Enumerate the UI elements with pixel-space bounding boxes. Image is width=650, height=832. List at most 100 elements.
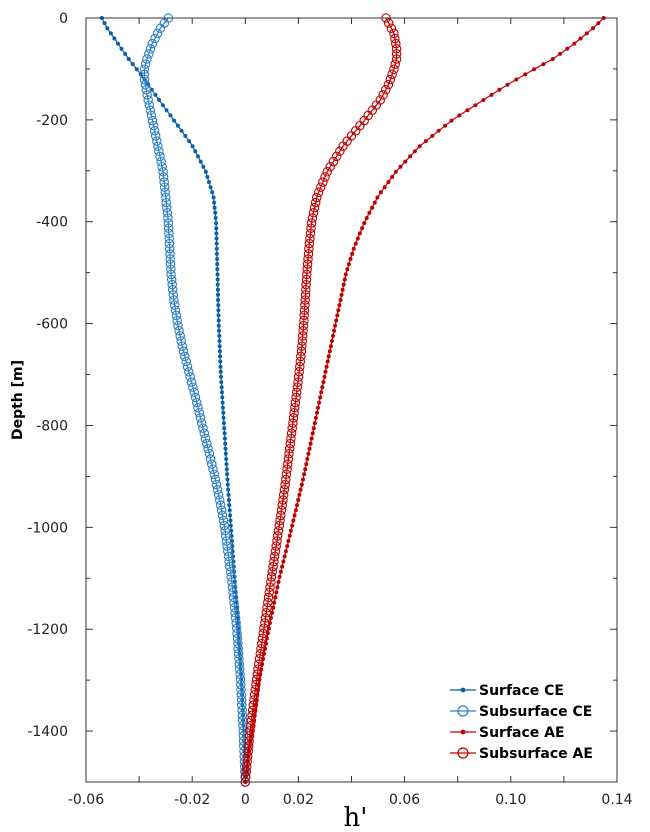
data-point: [247, 705, 258, 715]
data-point: [102, 21, 107, 26]
data-point: [302, 264, 312, 274]
data-point: [204, 449, 215, 459]
data-point: [215, 262, 220, 267]
data-point: [280, 479, 290, 490]
data-point: [163, 223, 174, 233]
data-point: [465, 108, 470, 113]
data-point: [436, 128, 441, 133]
data-point: [346, 262, 351, 267]
data-point: [288, 418, 298, 428]
data-point: [403, 159, 408, 164]
data-point: [105, 26, 110, 31]
data-point: [141, 85, 152, 95]
data-point: [307, 213, 318, 223]
data-point: [269, 556, 279, 567]
data-point: [323, 369, 328, 374]
data-point: [236, 690, 247, 700]
data-point: [168, 290, 179, 300]
legend-item: Subsurface CE: [450, 704, 592, 720]
data-point: [174, 326, 184, 336]
data-point: [166, 274, 177, 285]
data-point: [260, 613, 271, 623]
data-point: [252, 669, 263, 680]
data-point: [286, 433, 296, 444]
series-layer: [99, 13, 606, 787]
data-point: [303, 467, 308, 472]
data-point: [290, 402, 300, 413]
data-point: [306, 451, 311, 456]
legend-label: Surface CE: [479, 683, 564, 699]
data-point: [292, 513, 297, 518]
data-point: [192, 397, 202, 408]
data-point: [295, 361, 305, 372]
data-point: [172, 315, 182, 326]
data-point: [315, 410, 319, 415]
data-point: [333, 323, 338, 328]
data-point: [357, 231, 362, 236]
data-point: [285, 438, 296, 449]
data-point: [202, 438, 212, 449]
data-point: [165, 259, 176, 269]
data-point: [216, 308, 221, 313]
data-point: [189, 387, 199, 398]
data-point: [391, 54, 402, 64]
data-point: [258, 628, 269, 639]
data-point: [302, 259, 313, 269]
data-point: [166, 269, 176, 280]
data-point: [215, 257, 220, 261]
data-point: [233, 643, 243, 654]
data-point: [282, 464, 292, 474]
data-point: [226, 487, 231, 492]
data-point: [293, 377, 303, 387]
data-point: [234, 659, 245, 669]
data-point: [154, 146, 164, 157]
data-point: [338, 298, 343, 302]
data-point: [301, 477, 305, 482]
data-point: [288, 413, 299, 423]
data-point: [130, 62, 135, 67]
data-point: [235, 674, 246, 685]
data-point: [236, 684, 246, 695]
data-point: [225, 477, 230, 482]
data-point: [198, 159, 203, 164]
data-point: [230, 613, 241, 623]
data-point: [222, 541, 232, 551]
data-point: [505, 82, 510, 87]
data-point: [310, 431, 315, 436]
data-point: [326, 354, 331, 359]
data-point: [139, 69, 150, 80]
data-point: [227, 582, 238, 592]
data-point: [193, 149, 198, 154]
data-point: [164, 108, 169, 113]
data-point: [389, 28, 399, 39]
x-tick-label: -0.02: [174, 792, 210, 808]
data-point: [123, 51, 128, 56]
data-point: [327, 349, 332, 354]
data-point: [313, 415, 318, 420]
data-point: [276, 580, 281, 584]
data-point: [233, 638, 243, 649]
data-point: [370, 205, 375, 210]
data-point: [158, 172, 169, 182]
data-point: [215, 287, 220, 292]
data-point: [342, 277, 347, 282]
data-point: [225, 567, 236, 577]
data-point: [229, 533, 234, 538]
data-point: [287, 533, 292, 538]
data-point: [227, 498, 231, 502]
data-point: [299, 310, 309, 321]
data-point: [215, 272, 220, 277]
data-point: [284, 443, 295, 454]
data-point: [145, 44, 156, 54]
data-point: [193, 402, 203, 413]
data-point: [185, 372, 195, 382]
data-point: [293, 508, 298, 513]
data-point: [364, 216, 369, 220]
data-point: [169, 300, 180, 310]
data-point: [391, 38, 401, 49]
data-point: [351, 246, 356, 251]
data-point: [165, 254, 175, 264]
data-point: [331, 333, 335, 338]
data-point: [205, 175, 210, 179]
data-point: [345, 267, 350, 272]
